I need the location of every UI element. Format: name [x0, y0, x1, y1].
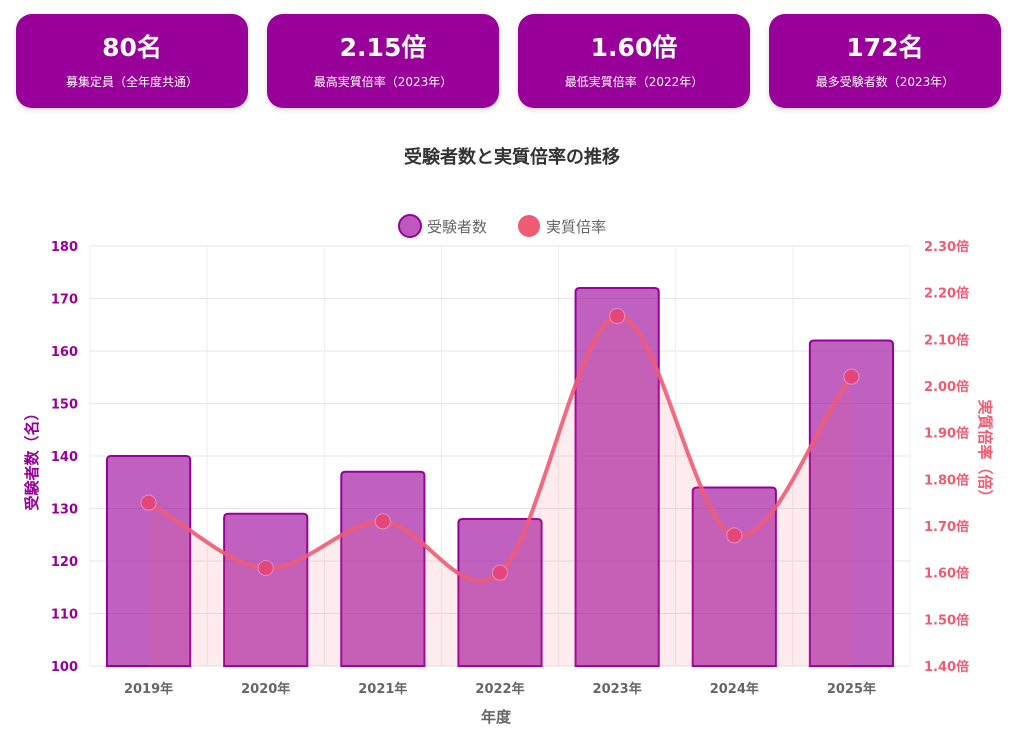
- y2-tick-label: 1.70倍: [924, 519, 969, 535]
- bar[interactable]: [808, 339, 895, 667]
- y2-tick-label: 2.20倍: [924, 286, 969, 302]
- legend-item-examinees[interactable]: 受験者数: [398, 214, 487, 238]
- bar[interactable]: [340, 470, 426, 667]
- y2-tick-label: 2.00倍: [924, 379, 969, 395]
- ratio-point[interactable]: [492, 564, 508, 581]
- bar[interactable]: [105, 455, 192, 667]
- x-axis-title: 年度: [481, 708, 512, 726]
- legend-swatch-ratio: [518, 215, 540, 237]
- chart-legend: 受験者数 実質倍率: [398, 214, 606, 238]
- y2-tick-label: 1.90倍: [924, 426, 969, 442]
- y-tick-label: 170: [51, 293, 78, 308]
- x-tick-label: 2021年: [358, 681, 407, 697]
- legend-item-ratio[interactable]: 実質倍率: [518, 215, 606, 237]
- x-tick-label: 2023年: [593, 681, 642, 697]
- y-tick-label: 130: [51, 503, 78, 518]
- ratio-point[interactable]: [726, 527, 743, 544]
- bar-series-examinees: [105, 287, 895, 667]
- legend-label-ratio: 実質倍率: [546, 218, 606, 236]
- ratio-point[interactable]: [843, 368, 860, 385]
- y2-tick-label: 1.40倍: [924, 659, 969, 675]
- bar[interactable]: [223, 512, 309, 667]
- x-axis: 2019年 2020年 2021年 2022年 2023年 2024年 2025年: [124, 681, 876, 697]
- y2-tick-label: 1.80倍: [924, 472, 969, 488]
- stat-value: 172名: [846, 33, 924, 62]
- ratio-point[interactable]: [609, 308, 626, 324]
- y2-tick-label: 1.60倍: [924, 566, 969, 582]
- bar[interactable]: [457, 518, 543, 667]
- ratio-point[interactable]: [140, 494, 157, 511]
- legend-label-examinees: 受験者数: [427, 218, 487, 236]
- y-axis-title-left: 受験者数（名）: [23, 405, 41, 510]
- y-tick-label: 150: [51, 398, 78, 413]
- stat-card-max-examinees: 172名 最多受験者数（2023年）: [769, 14, 1001, 108]
- stat-label: 最低実質倍率（2022年）: [564, 75, 704, 89]
- y-axis-right: 1.40倍 1.50倍 1.60倍 1.70倍 1.80倍 1.90倍 2.00倍 2.10倍…: [924, 239, 969, 675]
- stat-label: 最高実質倍率（2023年）: [313, 75, 453, 89]
- bar[interactable]: [574, 287, 660, 667]
- y2-tick-label: 2.10倍: [924, 332, 969, 348]
- y-axis-title-right: 実質倍率（倍）: [976, 399, 994, 504]
- x-tick-label: 2022年: [475, 681, 524, 697]
- stat-value: 1.60倍: [590, 33, 678, 62]
- chart-title: 受験者数と実質倍率の推移: [404, 146, 620, 168]
- y-axis-left: 100 110 120 130 140 150 160 170 180: [51, 240, 78, 675]
- ratio-point[interactable]: [374, 513, 391, 530]
- y2-tick-label: 2.30倍: [924, 239, 969, 255]
- stat-label: 最多受験者数（2023年）: [815, 75, 955, 89]
- x-tick-label: 2025年: [827, 681, 876, 697]
- stat-label: 募集定員（全年度共通）: [65, 75, 198, 89]
- stat-card-capacity: 80名 募集定員（全年度共通）: [16, 14, 248, 108]
- stat-cards: 80名 募集定員（全年度共通） 2.15倍 最高実質倍率（2023年） 1.60…: [16, 14, 1002, 108]
- y-tick-label: 120: [51, 555, 78, 570]
- y-tick-label: 140: [51, 450, 78, 465]
- y-tick-label: 100: [51, 660, 78, 675]
- legend-swatch-examinees: [398, 214, 422, 238]
- x-tick-label: 2020年: [241, 681, 290, 697]
- x-tick-label: 2019年: [124, 681, 173, 697]
- line-area-fill: [148, 315, 852, 666]
- y-tick-label: 110: [51, 608, 78, 623]
- y-tick-label: 160: [51, 345, 78, 360]
- stat-value: 80名: [102, 33, 162, 62]
- y2-tick-label: 1.50倍: [924, 612, 969, 628]
- x-tick-label: 2024年: [710, 681, 759, 697]
- stat-card-min-ratio: 1.60倍 最低実質倍率（2022年）: [518, 14, 750, 108]
- y-tick-label: 180: [51, 240, 78, 255]
- line-series-ratio: [140, 308, 860, 666]
- stat-value: 2.15倍: [339, 33, 427, 62]
- stat-card-max-ratio: 2.15倍 最高実質倍率（2023年）: [267, 14, 499, 108]
- ratio-point[interactable]: [257, 560, 274, 576]
